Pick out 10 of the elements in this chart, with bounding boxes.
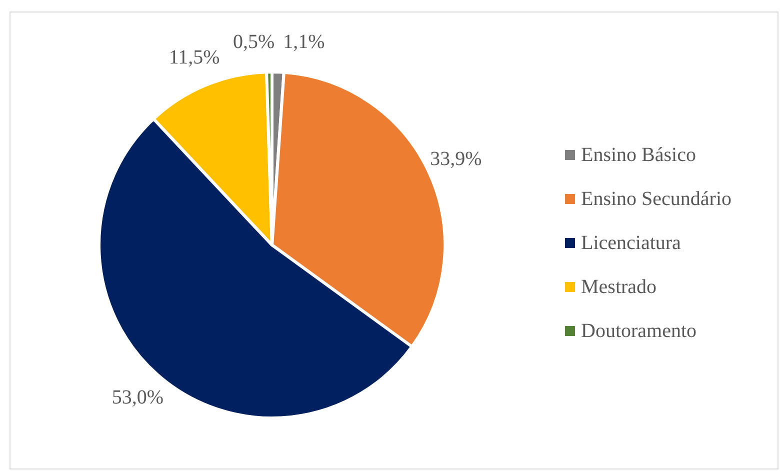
data-label: 1,1% [283,31,325,54]
legend-label: Licenciatura [581,232,682,254]
data-label: 33,9% [430,148,482,170]
legend-label: Ensino Básico [581,144,696,166]
data-label: 11,5% [168,46,220,68]
legend-label: Mestrado [581,276,657,298]
legend-label: Ensino Secundário [581,188,732,210]
data-label: 53,0% [112,386,164,408]
data-label: 0,5% [232,31,275,54]
legend-label: Doutoramento [581,320,697,342]
